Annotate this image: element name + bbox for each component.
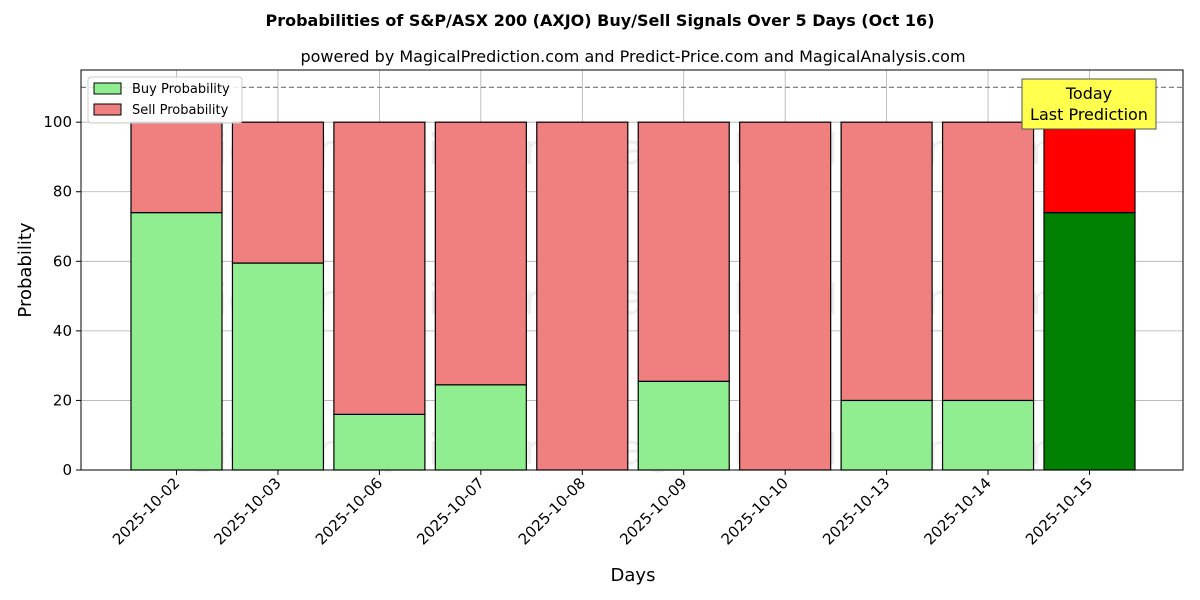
legend-swatch bbox=[93, 103, 122, 116]
x-tick-label: 2025-10-07 bbox=[413, 474, 487, 548]
y-tick-label: 100 bbox=[43, 113, 72, 131]
y-axis-label: Probability bbox=[15, 222, 36, 317]
x-tick-label: 2025-10-09 bbox=[616, 474, 690, 548]
x-tick-label: 2025-10-02 bbox=[109, 474, 183, 548]
bar-sell bbox=[941, 121, 1035, 402]
annotation-text: Today bbox=[1065, 84, 1112, 103]
chart-subtitle: powered by MagicalPrediction.com and Pre… bbox=[300, 47, 965, 66]
bar-sell bbox=[333, 121, 426, 415]
plot-frame bbox=[80, 69, 1184, 471]
x-tick-label: 2025-10-14 bbox=[921, 474, 995, 548]
bars bbox=[130, 121, 1136, 471]
legend-label: Buy Probability bbox=[132, 82, 230, 97]
x-tick-label: 2025-10-03 bbox=[210, 474, 284, 548]
legend-label: Sell Probability bbox=[132, 103, 229, 118]
bar-buy bbox=[637, 380, 730, 471]
bar-buy bbox=[1043, 212, 1136, 471]
y-tick-label: 80 bbox=[53, 183, 72, 201]
bar-sell bbox=[637, 121, 730, 382]
bar-buy bbox=[231, 262, 325, 471]
annotation-box bbox=[1021, 78, 1157, 130]
chart-title: Probabilities of S&P/ASX 200 (AXJO) Buy/… bbox=[265, 11, 934, 30]
y-tick-label: 40 bbox=[53, 322, 72, 340]
bar-sell bbox=[434, 121, 527, 386]
x-tick-label: 2025-10-15 bbox=[1022, 474, 1096, 548]
x-tick-label: 2025-10-08 bbox=[515, 474, 589, 548]
x-axis-label: Days bbox=[611, 565, 656, 586]
bar-buy bbox=[840, 399, 933, 471]
today-annotation: Today Last Prediction bbox=[1021, 78, 1157, 130]
x-tick-label: 2025-10-06 bbox=[312, 474, 386, 548]
y-tick-label: 20 bbox=[53, 391, 72, 409]
bar-sell bbox=[536, 121, 629, 471]
bar-sell bbox=[739, 121, 832, 471]
y-tick-label: 60 bbox=[53, 252, 72, 270]
bar-buy bbox=[333, 413, 426, 471]
bar-buy bbox=[130, 212, 223, 471]
bar-sell bbox=[130, 121, 223, 214]
bar-buy bbox=[434, 384, 527, 471]
bar-sell bbox=[231, 121, 325, 264]
y-tick-label: 0 bbox=[62, 461, 72, 479]
bar-sell bbox=[1043, 121, 1136, 214]
bar-buy bbox=[941, 399, 1035, 471]
legend-box bbox=[87, 76, 243, 124]
bar-sell bbox=[840, 121, 933, 402]
x-tick-label: 2025-10-13 bbox=[819, 474, 893, 548]
annotation-text: Last Prediction bbox=[1030, 105, 1148, 124]
legend: Buy Probability Sell Probability bbox=[87, 76, 243, 124]
legend-swatch bbox=[93, 82, 122, 95]
x-tick-label: 2025-10-10 bbox=[718, 474, 792, 548]
